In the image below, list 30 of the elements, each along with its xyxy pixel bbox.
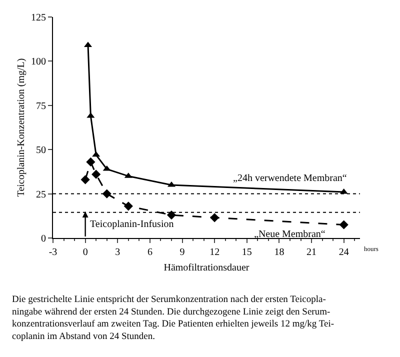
point [92,170,101,179]
point [339,220,348,230]
x-tick-label: -3 [48,247,58,258]
point [80,175,90,184]
point [124,202,133,211]
point [210,213,220,222]
y-tick-label: 0 [41,234,46,244]
x-tick-label: 24 [338,247,349,258]
series-label: „Neue Membran“ [254,229,326,240]
y-tick-label: 25 [36,189,46,200]
y-tick-label: 75 [36,100,46,112]
point [92,151,100,157]
x-tick-label: 3 [115,247,120,258]
y-tick-label: 100 [31,56,46,68]
y-tick-label: 50 [36,145,46,156]
x-tick-label: 9 [180,247,185,258]
x-axis-title: Hämofiltrationsdauer [164,262,250,274]
series-label: „24h verwendete Membran“ [233,173,348,184]
x-tick-label: 0 [82,247,88,258]
x-tick-label: 15 [242,247,252,258]
x-tick-label: 12 [210,247,220,258]
x-tick-label: 18 [274,247,284,258]
y-axis-title: Teicoplanin-Konzentration (mg/L) [16,58,27,197]
y-tick-label: 125 [31,12,46,24]
x-tick-label: 21 [306,247,317,258]
point [86,157,96,167]
point [166,210,176,220]
text: Die gestrichelte Linie entspricht der Serumkonzentration nach der ersten Teicopla- ningabe während der ersten 24 Stunden. Die durchgezogene Linie zeigt den Serum- konzentrationsverlauf am zweiten Tag. Die Patienten erhielten jeweils 12 mg/kg Tei- coplanin im Abstand von 24 Stunden. [12,295,334,342]
x-tick-label: 6 [147,247,152,258]
annotation: Teicoplanin-Infusion [90,219,174,230]
